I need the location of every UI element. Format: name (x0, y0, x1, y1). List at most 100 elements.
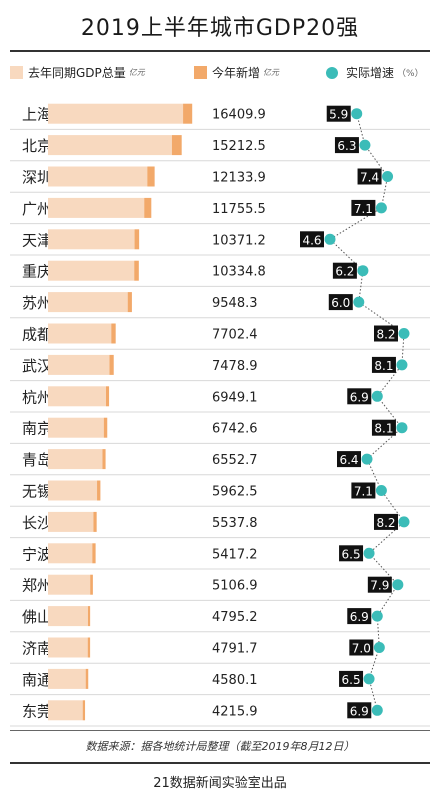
legend-new-increase-unit: 亿元 (263, 68, 280, 77)
city-label: 武汉 (22, 357, 52, 375)
total-value: 5962.5 (212, 485, 258, 500)
bar-prev-total (48, 197, 145, 218)
bar-prev-total (48, 449, 103, 470)
chart-title: 2019上半年城市GDP20强 (80, 16, 360, 41)
total-value: 5417.2 (212, 547, 258, 562)
bar-prev-total (48, 323, 112, 344)
city-label: 成都 (22, 326, 52, 344)
bar-prev-total (48, 606, 88, 627)
city-label: 深圳 (22, 169, 52, 187)
growth-dot (396, 359, 408, 371)
bar-new-increase (102, 449, 106, 470)
legend-prev-total-label: 去年同期GDP总量 (28, 66, 126, 80)
growth-label: 8.2 (376, 328, 395, 342)
bar-prev-total (48, 480, 98, 501)
growth-label: 6.4 (339, 453, 358, 467)
bar-prev-total (48, 417, 104, 438)
growth-dot (361, 453, 373, 465)
growth-label-bg (339, 545, 364, 562)
growth-label: 7.1 (354, 202, 373, 216)
credit: 21数据新闻实验室出品 (153, 776, 287, 791)
bar-new-increase (171, 135, 182, 156)
total-value: 7702.4 (212, 328, 258, 343)
growth-dot (363, 673, 375, 685)
city-label: 北京 (22, 137, 52, 155)
bar-prev-total (48, 103, 184, 124)
growth-label: 6.5 (342, 547, 361, 561)
growth-dot (351, 108, 363, 120)
total-value: 10371.2 (212, 233, 266, 248)
bar-new-increase (134, 260, 139, 281)
growth-label-bg (374, 513, 398, 530)
growth-label: 6.9 (350, 704, 369, 718)
city-label: 宁波 (22, 545, 52, 563)
growth-label: 6.5 (342, 673, 361, 687)
footer-divider-top (10, 730, 430, 731)
growth-label: 6.9 (350, 390, 369, 404)
growth-label-bg (347, 388, 372, 405)
growth-label: 6.2 (335, 265, 354, 279)
city-label: 济南 (22, 640, 52, 658)
growth-dot (371, 610, 383, 622)
bar-prev-total (48, 386, 106, 407)
growth-dot (371, 704, 383, 716)
bar-new-increase (87, 637, 91, 658)
bar-prev-total (48, 135, 172, 156)
city-label: 无锡 (22, 483, 52, 501)
bar-new-increase (147, 166, 155, 187)
legend-new-increase-label: 今年新增 (212, 66, 261, 80)
bar-prev-total (48, 354, 110, 375)
total-value: 10334.8 (212, 265, 266, 280)
bar-prev-total (48, 229, 135, 250)
legend-growth: 实际增速 （%） (326, 64, 424, 81)
data-source: 数据来源：据各地统计局整理（截至2019年8月12日） (85, 740, 355, 753)
total-value: 4580.1 (212, 673, 258, 688)
city-label: 南京 (22, 420, 52, 438)
city-label: 重庆 (22, 263, 52, 281)
growth-label-bg (337, 451, 361, 468)
growth-dot (353, 296, 365, 308)
growth-dot (371, 390, 383, 402)
bar-new-increase (87, 606, 91, 627)
city-label: 佛山 (22, 608, 52, 626)
bar-new-increase (97, 480, 101, 501)
bar-prev-total (48, 511, 94, 532)
bar-new-increase (92, 543, 96, 564)
growth-label-bg (339, 670, 364, 687)
bar-prev-total (48, 260, 135, 281)
city-label: 青岛 (22, 451, 52, 469)
legend-new-increase: 今年新增 亿元 (194, 64, 279, 81)
growth-label-bg (347, 608, 372, 625)
city-label: 上海 (22, 106, 52, 124)
bar-new-increase (134, 229, 140, 250)
legend-prev-total: 去年同期GDP总量 亿元 (10, 64, 145, 81)
bar-new-increase (103, 417, 108, 438)
bar-prev-total (48, 668, 86, 689)
growth-label-bg (351, 482, 376, 499)
growth-label: 8.1 (374, 359, 393, 373)
legend-prev-total-unit: 亿元 (128, 68, 145, 77)
total-value: 4215.9 (212, 704, 258, 719)
growth-label-bg (374, 325, 398, 342)
growth-label: 7.1 (354, 485, 373, 499)
growth-dot (396, 422, 408, 434)
growth-label-bg (328, 294, 353, 311)
title-divider (10, 50, 430, 52)
growth-dot (357, 265, 369, 277)
total-value: 12133.9 (212, 171, 266, 186)
bar-new-increase (127, 292, 132, 313)
total-value: 6949.1 (212, 390, 258, 405)
city-label: 东莞 (22, 702, 52, 720)
legend: 去年同期GDP总量 亿元 今年新增 亿元 实际增速 （%） (0, 64, 440, 84)
growth-dot (398, 328, 410, 339)
total-value: 7478.9 (212, 359, 258, 374)
total-value: 9548.3 (212, 296, 258, 311)
total-value: 6552.7 (212, 453, 258, 468)
bar-new-increase (93, 511, 97, 532)
footer-divider-bottom (10, 762, 430, 764)
total-value: 4795.2 (212, 610, 258, 625)
growth-dot (373, 642, 385, 653)
bar-new-increase (82, 700, 86, 721)
growth-dot (359, 139, 371, 151)
growth-label-bg (326, 105, 351, 122)
